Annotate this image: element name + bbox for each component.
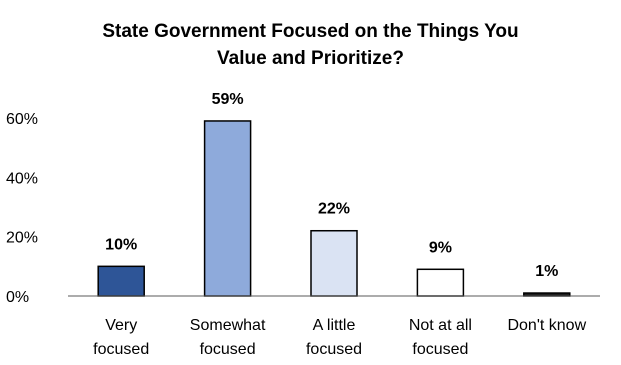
data-label: 22% [318,201,350,218]
x-tick-label: focused [93,341,149,358]
chart-title-line-1: State Government Focused on the Things Y… [102,21,519,42]
y-tick-label: 20% [6,230,38,247]
data-label: 9% [429,239,452,256]
chart-title: State Government Focused on the Things Y… [0,18,621,72]
chart-title-line-2: Value and Prioritize? [217,48,404,69]
bar [97,265,145,297]
x-tick-label: A little [313,317,356,334]
data-label: 59% [212,91,244,108]
x-tick-label: Very [105,317,137,334]
x-tick-label: focused [412,341,468,358]
data-label: 1% [535,263,558,280]
data-label: 10% [105,236,137,253]
x-tick-label: Don't know [507,317,586,334]
y-tick-label: 0% [6,289,29,306]
x-tick-label: focused [306,341,362,358]
x-tick-label: focused [200,341,256,358]
y-tick-label: 60% [6,111,38,128]
bar [203,120,252,297]
x-tick-label: Not at all [409,317,472,334]
bar [310,229,358,297]
x-tick-label: Somewhat [190,317,266,334]
y-tick-label: 40% [6,170,38,187]
bar [416,268,465,297]
